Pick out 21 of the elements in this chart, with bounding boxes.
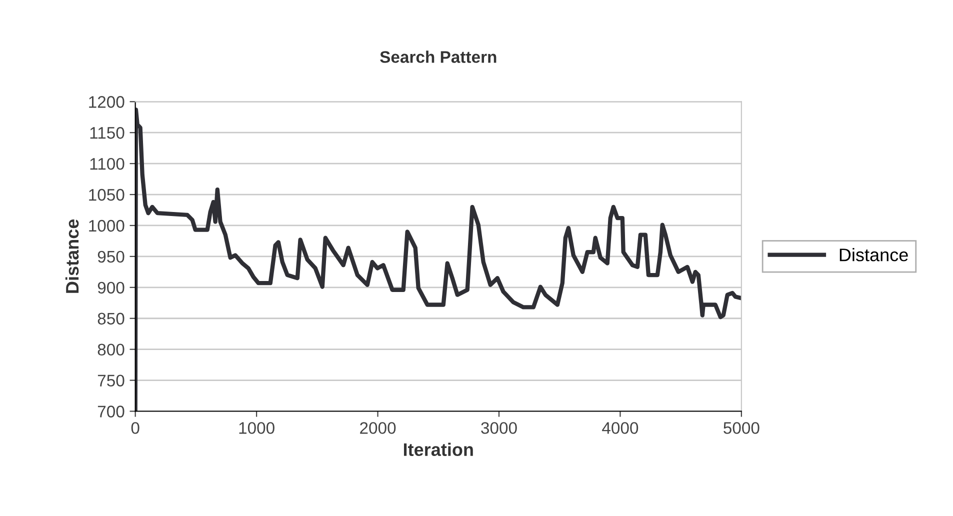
y-tick-label: 1200 (89, 96, 124, 108)
y-tick-label: 1150 (90, 127, 124, 139)
x-tick-label: 4000 (602, 422, 638, 434)
y-tick-label: 850 (98, 312, 124, 325)
x-tick-label: 5000 (724, 422, 760, 434)
x-tick-label: 0 (131, 422, 140, 434)
x-axis-title: Iteration (404, 442, 473, 456)
y-tick-label: 950 (98, 250, 124, 263)
y-tick-label: 1000 (89, 220, 124, 232)
y-tick-label: 750 (98, 374, 124, 386)
y-axis-title: Distance (65, 219, 79, 293)
y-tick-label: 800 (98, 344, 124, 356)
x-tick-label: 2000 (360, 422, 396, 434)
x-tick-label: 1000 (239, 422, 274, 434)
x-tick-label: 3000 (481, 422, 517, 434)
y-tick-label: 1100 (90, 158, 124, 170)
chart-title: Search Pattern (380, 50, 496, 63)
y-tick-label: 900 (98, 282, 124, 294)
legend-label: Distance (840, 248, 908, 262)
y-tick-label: 1050 (89, 188, 124, 201)
y-tick-label: 700 (98, 406, 124, 418)
